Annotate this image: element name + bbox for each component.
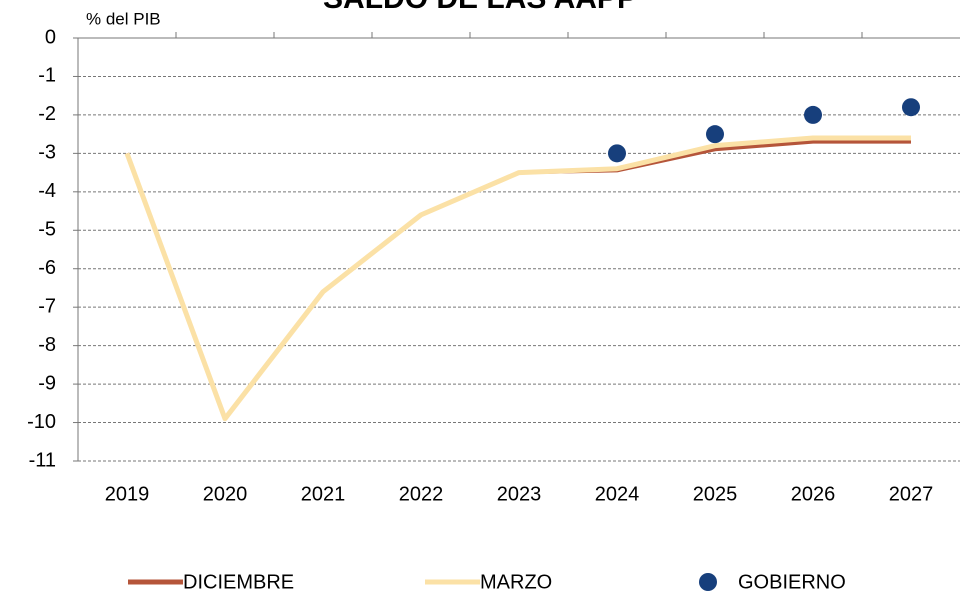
y-tick-label: -5 — [38, 219, 56, 241]
chart-title: SALDO DE LAS AAPP — [323, 0, 637, 15]
x-tick-label: 2021 — [301, 483, 346, 505]
legend-marker — [699, 573, 717, 591]
x-tick-label: 2023 — [497, 483, 542, 505]
x-tick-label: 2025 — [693, 483, 738, 505]
legend-label: MARZO — [480, 571, 552, 593]
y-tick-label: -2 — [38, 103, 56, 125]
y-axis-label: % del PIB — [86, 9, 161, 28]
x-tick-label: 2022 — [399, 483, 444, 505]
marker — [902, 98, 920, 117]
line-series — [125, 140, 911, 421]
marker — [804, 105, 822, 124]
x-tick-label: 2027 — [889, 483, 934, 505]
y-tick-label: -11 — [29, 449, 56, 471]
y-tick-label: -3 — [38, 142, 56, 164]
x-tick-label: 2019 — [105, 483, 150, 505]
y-tick-label: -6 — [38, 257, 56, 279]
x-tick-label: 2020 — [203, 483, 248, 505]
y-tick-label: 0 — [45, 26, 56, 48]
y-tick-label: -9 — [38, 372, 56, 394]
x-tick-label: 2024 — [595, 483, 640, 505]
legend-label: DICIEMBRE — [183, 571, 294, 593]
marker — [706, 125, 724, 144]
y-tick-label: -1 — [38, 65, 56, 87]
y-tick-label: -7 — [38, 295, 56, 317]
y-tick-label: -4 — [38, 180, 56, 202]
line-series — [124, 135, 911, 422]
y-tick-label: -8 — [38, 334, 56, 356]
marker — [608, 144, 626, 163]
y-tick-label: -10 — [27, 411, 56, 433]
legend-label: GOBIERNO — [738, 571, 846, 593]
x-tick-label: 2026 — [791, 483, 836, 505]
